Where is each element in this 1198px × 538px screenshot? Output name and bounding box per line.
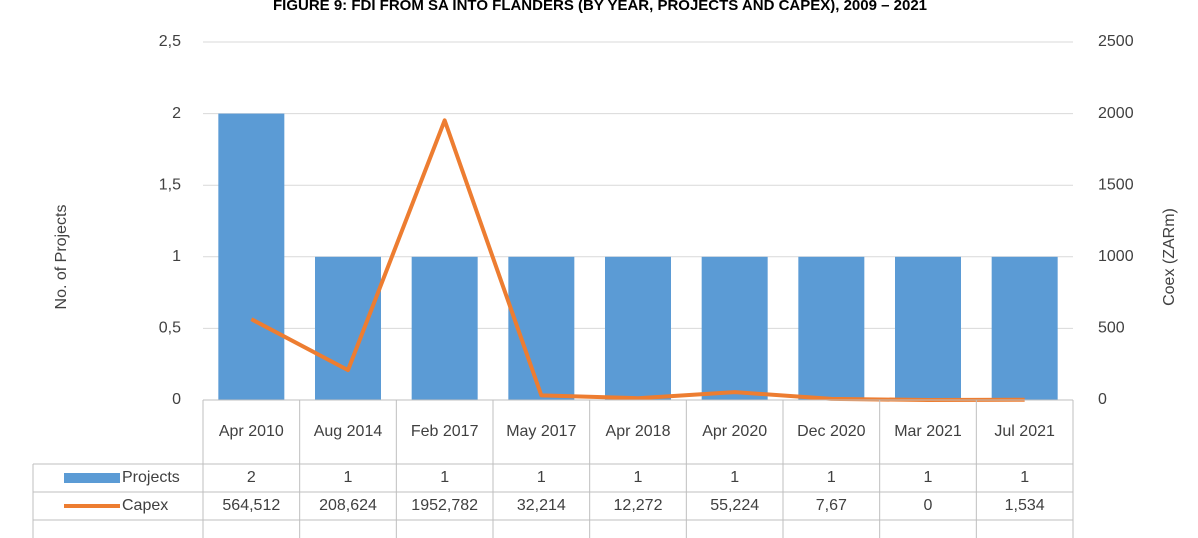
x-tick-label: Apr 2020: [702, 423, 767, 440]
table-cell: 1: [1020, 469, 1029, 486]
table-cell: 12,272: [614, 497, 663, 514]
x-tick-label: Dec 2020: [797, 423, 866, 440]
y-tick-label: 1,5: [159, 176, 181, 193]
bar: [701, 256, 768, 400]
bar: [605, 256, 671, 400]
y2-tick-label: 2500: [1098, 33, 1134, 50]
table-cell: 1,534: [1005, 497, 1045, 514]
table-cell: 55,224: [710, 497, 759, 514]
y-axis-label: No. of Projects: [53, 205, 70, 310]
y2-tick-label: 1000: [1098, 248, 1134, 265]
y2-tick-label: 2000: [1098, 105, 1134, 122]
y-tick-label: 2,5: [159, 33, 181, 50]
x-tick-label: Feb 2017: [411, 423, 479, 440]
table-cell: 1: [827, 469, 836, 486]
y2-tick-label: 500: [1098, 320, 1125, 337]
bar: [218, 113, 285, 400]
legend-label: Projects: [122, 469, 180, 486]
y2-tick-label: 1500: [1098, 176, 1134, 193]
table-cell: 1: [537, 469, 546, 486]
table-cell: 0: [924, 497, 933, 514]
y2-axis-label: Coex (ZARm): [1161, 208, 1178, 306]
table-cell: 208,624: [319, 497, 377, 514]
x-tick-label: Aug 2014: [314, 423, 383, 440]
chart-title: FIGURE 9: FDI FROM SA INTO FLANDERS (BY …: [273, 0, 927, 14]
y-tick-label: 0,5: [159, 320, 181, 337]
table-cell: 2: [247, 469, 256, 486]
x-tick-label: Mar 2021: [894, 423, 962, 440]
legend-label: Capex: [122, 497, 168, 514]
table-cell: 1: [344, 469, 353, 486]
table-cell: 32,214: [517, 497, 566, 514]
x-tick-label: May 2017: [506, 423, 576, 440]
bar: [991, 256, 1058, 400]
bar: [895, 256, 961, 400]
y2-tick-label: 0: [1098, 391, 1107, 408]
table-cell: 1: [440, 469, 449, 486]
table-cell: 1: [730, 469, 739, 486]
table-cell: 564,512: [222, 497, 280, 514]
y-tick-label: 2: [172, 105, 181, 122]
bar: [315, 256, 381, 400]
x-tick-label: Apr 2010: [219, 423, 284, 440]
table-cell: 1: [634, 469, 643, 486]
y-tick-label: 0: [172, 391, 181, 408]
table-cell: 1952,782: [411, 497, 478, 514]
y-tick-label: 1: [172, 248, 181, 265]
legend-swatch: [64, 473, 120, 483]
bar: [798, 256, 865, 400]
table-cell: 1: [924, 469, 933, 486]
table-cell: 7,67: [816, 497, 847, 514]
x-tick-label: Apr 2018: [606, 423, 671, 440]
x-tick-label: Jul 2021: [994, 423, 1055, 440]
bar: [411, 256, 478, 400]
